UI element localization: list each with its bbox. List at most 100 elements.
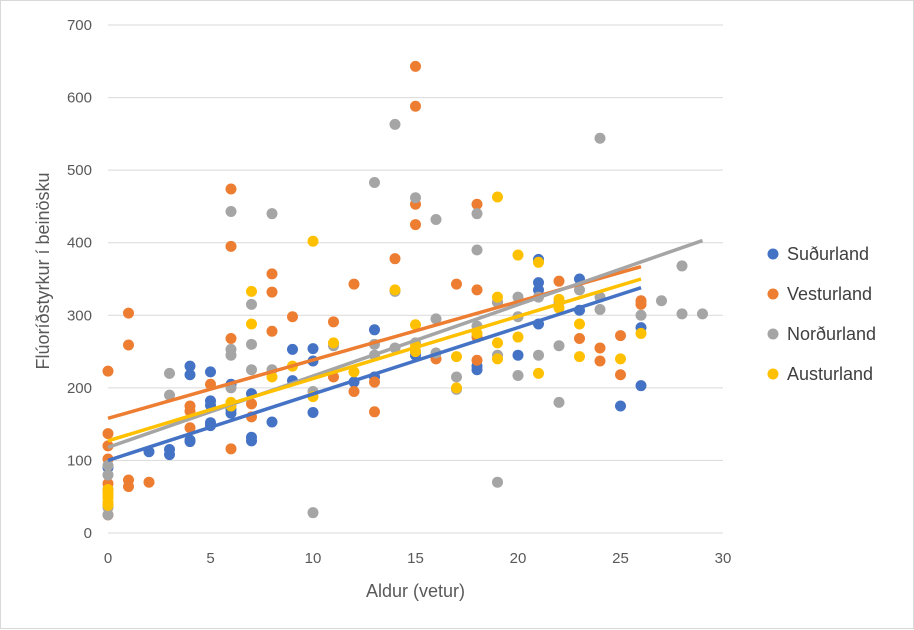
legend-item: Suðurland	[767, 244, 869, 264]
data-point	[389, 284, 401, 296]
data-point	[287, 343, 298, 355]
data-point	[164, 389, 175, 401]
series-Norðurland	[102, 118, 708, 521]
legend-item: Austurland	[767, 364, 873, 384]
trendline-Austurland	[107, 277, 642, 443]
data-point	[615, 400, 626, 412]
data-point	[164, 367, 175, 379]
data-point	[225, 349, 237, 361]
data-point	[410, 100, 421, 112]
data-point	[307, 235, 319, 247]
data-point	[635, 298, 647, 310]
data-point	[266, 268, 278, 280]
x-axis-title: Aldur (vetur)	[366, 581, 465, 601]
data-point	[266, 286, 278, 298]
data-point	[123, 339, 134, 351]
data-point	[225, 240, 237, 252]
x-tick-label: 15	[407, 550, 424, 567]
data-point	[533, 256, 544, 268]
data-point	[348, 278, 360, 290]
data-point	[594, 355, 606, 367]
data-point	[307, 407, 319, 419]
legend: Suðurland Vesturland Norðurland Austurland	[767, 244, 876, 384]
data-point	[430, 313, 442, 325]
data-point	[246, 398, 257, 410]
data-point	[512, 331, 524, 343]
data-point	[492, 291, 503, 303]
data-point	[553, 340, 565, 352]
x-tick-label: 0	[104, 550, 112, 567]
data-point	[676, 260, 688, 272]
x-axis-ticks: 0 5 10 15 20 25 30	[104, 550, 732, 567]
trendline-Suðurland	[107, 286, 642, 463]
data-point	[102, 469, 114, 481]
data-point	[512, 249, 524, 261]
legend-label: Vesturland	[787, 284, 872, 304]
data-point	[246, 285, 257, 297]
data-point	[143, 476, 155, 488]
data-point	[102, 460, 114, 472]
data-point	[410, 319, 421, 331]
x-tick-label: 5	[206, 550, 214, 567]
data-point	[328, 316, 339, 328]
y-axis-ticks: 0 100 200 300 400 500 600 700	[67, 17, 92, 542]
legend-marker	[767, 328, 779, 340]
data-point	[492, 353, 503, 365]
series-Austurland	[102, 191, 647, 511]
y-tick-label: 500	[67, 162, 92, 179]
y-axis-title: Flúoríðstyrkur í beinösku	[33, 172, 53, 369]
y-tick-label: 100	[67, 452, 92, 469]
data-point	[512, 349, 524, 361]
data-point	[205, 395, 216, 407]
data-point	[615, 369, 626, 381]
series-Suðurland	[102, 253, 647, 495]
data-point	[615, 330, 626, 342]
data-point	[492, 476, 503, 488]
data-point	[635, 380, 647, 392]
data-point	[369, 324, 380, 336]
data-point	[102, 428, 114, 440]
data-point	[102, 365, 114, 377]
data-point	[369, 406, 380, 418]
data-point	[553, 396, 565, 408]
data-point	[492, 337, 503, 349]
data-point	[471, 244, 483, 256]
data-point	[533, 349, 544, 361]
data-point	[102, 483, 114, 495]
data-point	[594, 303, 606, 315]
data-point	[348, 366, 360, 378]
data-point	[123, 481, 134, 493]
data-point	[389, 118, 401, 130]
data-point	[697, 308, 708, 320]
data-point	[574, 284, 585, 296]
data-point	[574, 351, 585, 363]
data-point	[410, 192, 421, 204]
data-point	[225, 206, 237, 218]
data-point	[635, 327, 647, 339]
trendline-Norðurland	[107, 238, 704, 450]
data-point	[205, 366, 216, 378]
data-point	[225, 183, 237, 195]
y-tick-label: 300	[67, 307, 92, 324]
legend-item: Norðurland	[767, 324, 876, 344]
y-tick-label: 600	[67, 90, 92, 107]
data-point	[410, 219, 421, 231]
legend-label: Austurland	[787, 364, 873, 384]
y-tick-label: 200	[67, 380, 92, 397]
legend-marker	[767, 368, 779, 380]
data-point	[266, 208, 278, 220]
data-point	[533, 367, 544, 379]
legend-label: Norðurland	[787, 324, 876, 344]
data-point	[328, 337, 339, 349]
data-point	[656, 295, 667, 307]
data-point	[246, 298, 257, 310]
x-tick-label: 20	[510, 550, 527, 567]
data-point	[676, 308, 688, 320]
legend-label: Suðurland	[787, 244, 869, 264]
x-tick-label: 10	[305, 550, 322, 567]
data-point	[266, 325, 278, 337]
data-point	[164, 444, 175, 456]
gridlines	[108, 24, 723, 461]
legend-marker	[767, 248, 779, 260]
